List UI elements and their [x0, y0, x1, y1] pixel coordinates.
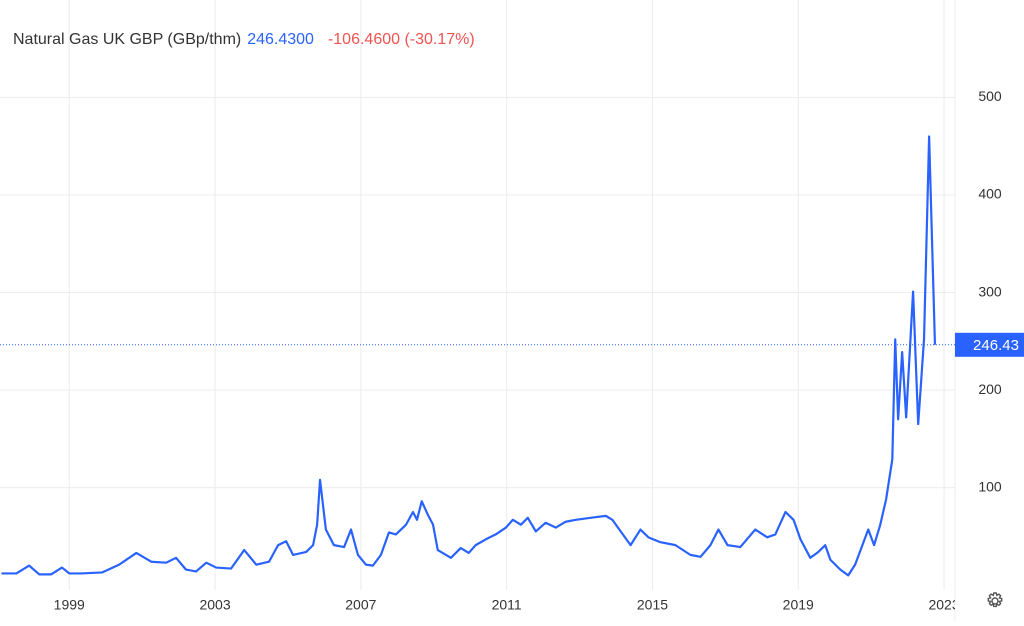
y-tick-label: 500	[978, 88, 1002, 104]
gear	[987, 592, 1003, 608]
price-line-series	[1, 135, 937, 577]
x-axis: 1999 2003 2007 2011 2015 2019 2023	[54, 597, 959, 613]
header: Natural Gas UK GBP (GBp/thm) 246.4300 -106…	[13, 31, 475, 48]
settings-icon[interactable]	[987, 592, 1003, 608]
x-tick-label: 2011	[492, 597, 522, 613]
grid	[0, 0, 956, 621]
gear-center	[991, 597, 999, 605]
x-tick-label: 1999	[54, 597, 85, 613]
y-tick-label: 200	[978, 381, 1002, 397]
chart-title: Natural Gas UK GBP (GBp/thm)	[13, 31, 241, 48]
y-tick-label: 100	[978, 478, 1002, 494]
x-tick-label: 2023	[928, 597, 959, 613]
y-tick-label: 400	[978, 186, 1002, 202]
x-tick-label: 2007	[345, 597, 376, 613]
y-tick-label: 300	[978, 283, 1002, 299]
y-axis: 100 200 300 400 500 246.43	[955, 88, 1024, 494]
x-tick-label: 2015	[637, 597, 668, 613]
change: -106.4600 (-30.17%)	[328, 31, 475, 48]
price: 246.4300	[247, 31, 314, 48]
x-tick-label: 2019	[783, 597, 814, 613]
x-tick-label: 2003	[199, 597, 230, 613]
plot	[0, 135, 955, 577]
last-price-tag	[955, 332, 1024, 357]
last-price-label: 246.43	[973, 337, 1019, 354]
